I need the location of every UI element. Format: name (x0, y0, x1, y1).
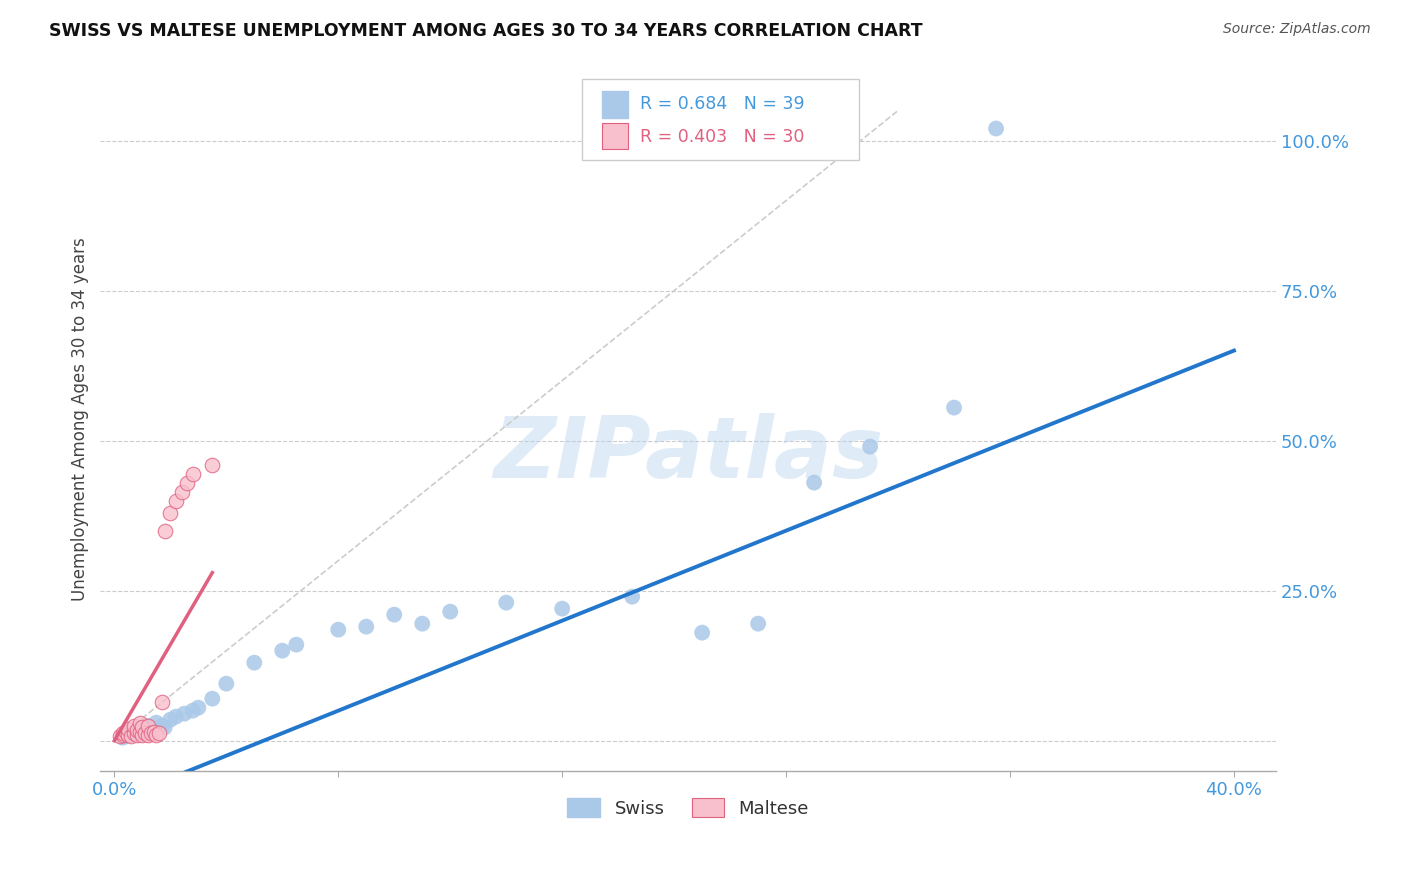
Point (136, 728, 159, 742)
Point (621, 590, 644, 604)
Point (111, 726, 134, 740)
Point (150, 719, 173, 733)
Text: R = 0.403   N = 30: R = 0.403 N = 30 (640, 128, 804, 145)
Point (176, 475, 198, 490)
Point (439, 605, 461, 619)
Point (859, 440, 882, 454)
Point (271, 643, 294, 657)
Point (382, 607, 405, 622)
Point (181, 704, 204, 718)
Legend: Swiss, Maltese: Swiss, Maltese (560, 791, 815, 825)
Point (411, 616, 433, 631)
Text: R = 0.684   N = 39: R = 0.684 N = 39 (640, 95, 804, 113)
Point (170, 484, 193, 499)
Point (120, 729, 142, 743)
Text: SWISS VS MALTESE UNEMPLOYMENT AMONG AGES 30 TO 34 YEARS CORRELATION CHART: SWISS VS MALTESE UNEMPLOYMENT AMONG AGES… (49, 22, 922, 40)
Point (285, 638, 308, 652)
Point (131, 721, 153, 735)
Point (131, 724, 153, 739)
Point (354, 620, 377, 634)
Point (145, 715, 167, 730)
Bar (602, 91, 628, 118)
Point (747, 616, 769, 631)
Point (120, 728, 142, 742)
Point (153, 721, 176, 735)
Y-axis label: Unemployment Among Ages 30 to 34 years: Unemployment Among Ages 30 to 34 years (72, 238, 89, 601)
Point (690, 625, 713, 640)
Text: Source: ZipAtlas.com: Source: ZipAtlas.com (1223, 22, 1371, 37)
Point (215, 676, 238, 690)
Point (128, 723, 150, 737)
Point (111, 728, 134, 742)
Point (128, 715, 150, 730)
Point (139, 726, 162, 740)
Point (165, 493, 187, 508)
Point (173, 706, 195, 721)
Point (328, 623, 350, 637)
Point (122, 726, 145, 740)
Point (187, 700, 209, 714)
Point (201, 458, 224, 472)
Point (142, 724, 165, 739)
Point (165, 709, 187, 723)
Point (136, 719, 159, 733)
Point (139, 723, 162, 737)
Point (117, 722, 139, 736)
Point (117, 726, 139, 740)
Point (114, 729, 136, 743)
FancyBboxPatch shape (582, 79, 859, 160)
Point (108, 729, 131, 743)
Point (125, 728, 148, 742)
Point (122, 724, 145, 739)
Point (148, 726, 170, 740)
Point (125, 723, 148, 737)
Point (495, 596, 517, 610)
Point (201, 691, 224, 706)
Point (114, 724, 136, 739)
Point (128, 724, 150, 739)
Point (131, 728, 153, 742)
Point (159, 713, 181, 727)
Bar (602, 122, 628, 149)
Point (551, 601, 574, 615)
Point (134, 726, 156, 740)
Point (159, 506, 181, 520)
Point (243, 656, 266, 670)
Point (150, 695, 173, 709)
Point (181, 467, 204, 481)
Point (117, 728, 139, 742)
Point (125, 726, 148, 740)
Point (984, 121, 1007, 136)
Point (153, 524, 176, 538)
Point (803, 475, 825, 490)
Point (134, 722, 156, 736)
Point (145, 728, 167, 742)
Point (943, 401, 966, 415)
Point (111, 731, 134, 745)
Point (122, 719, 145, 733)
Point (136, 719, 159, 733)
Point (117, 728, 139, 742)
Text: ZIPatlas: ZIPatlas (494, 413, 883, 496)
